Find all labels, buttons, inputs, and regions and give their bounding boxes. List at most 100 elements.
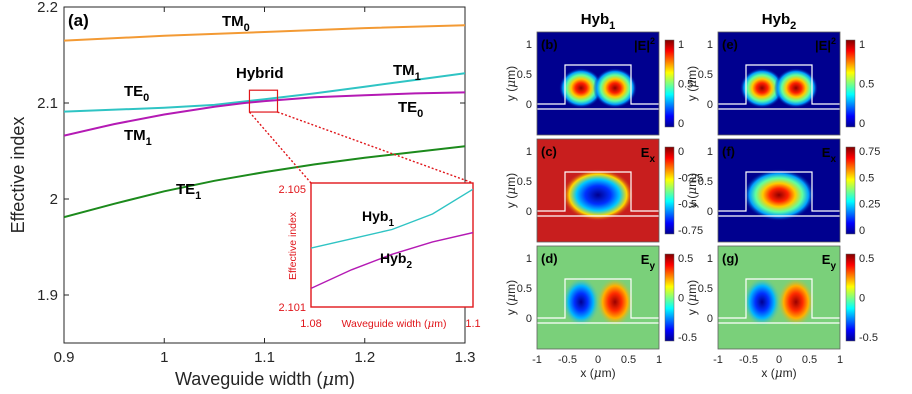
- field-map-image: [537, 246, 659, 349]
- main-ytick-label: 2.1: [37, 95, 58, 112]
- main-ytick-label: 1.9: [37, 287, 58, 304]
- field-panel-frame: [536, 245, 660, 350]
- field-lobe-right: [593, 68, 637, 108]
- field-panel-e: (e) |E|2 1 0.5 0 y (μm) 1 0.5 0: [685, 31, 874, 136]
- field-y-axis-label: y (μm): [504, 280, 518, 315]
- field-ytick-label: 1: [526, 39, 532, 51]
- field-ytick-label: 1: [707, 39, 713, 51]
- inset-ytick-top: 2.105: [278, 184, 306, 196]
- colorbar-tick-label: 0.75: [859, 146, 880, 158]
- field-panel-frame: [717, 138, 841, 243]
- field-y-axis-label: y (μm): [685, 173, 699, 208]
- field-ytick-label: 0.5: [698, 176, 713, 188]
- colorbar: [664, 39, 675, 128]
- main-ytick-label: 2.2: [37, 0, 58, 16]
- field-xtick-label: -0.5: [558, 354, 577, 366]
- panel-label: (c): [541, 144, 557, 159]
- colorbar-tick-label: 0.5: [859, 172, 874, 184]
- waveguide-outline: [537, 278, 659, 319]
- field-component-label: |E|2: [815, 36, 836, 53]
- label-TE0-right: TE0: [398, 99, 423, 120]
- colorbar: [664, 146, 675, 235]
- field-xtick-label: 1: [837, 354, 843, 366]
- waveguide-outline: [718, 171, 840, 212]
- field-panel-c: (c) Ex 1 0.5 0 y (μm) 0 -0.25 -0.5 -0.75: [504, 138, 703, 243]
- field-ytick-label: 1: [707, 253, 713, 265]
- colorbar-tick-label: 0.25: [859, 199, 880, 211]
- colorbar-tick-label: 0.5: [859, 253, 874, 265]
- field-panel-b: (b) |E|2 1 0.5 0 y (μm) 1 0.5 0: [504, 31, 693, 136]
- field-ytick-label: 0: [707, 313, 713, 325]
- field-ytick-label: 1: [707, 146, 713, 158]
- main-xtick-label: 0.9: [54, 349, 75, 366]
- inset-label-hyb1: Hyb1: [362, 208, 394, 229]
- main-xtick-label: 1.3: [455, 349, 476, 366]
- inset-xtick-right: 1.1: [465, 318, 480, 330]
- field-ytick-label: 0: [526, 206, 532, 218]
- colorbar-tick-label: 0: [678, 118, 684, 130]
- colorbar-tick-label: -0.25: [678, 172, 703, 184]
- field-lobe-positive: [596, 277, 634, 327]
- colorbar-tick-label: 1: [859, 39, 865, 51]
- field-y-axis-label: y (μm): [504, 66, 518, 101]
- field-xtick-label: 0: [776, 354, 782, 366]
- field-x-axis-label: x (μm): [580, 366, 615, 380]
- colorbar-tick-label: -0.75: [678, 225, 703, 237]
- main-x-axis-label: Waveguide width (μm): [175, 369, 355, 390]
- field-ytick-label: 0.5: [517, 69, 532, 81]
- panel-label: (e): [722, 37, 738, 52]
- colorbar-tick-label: 0: [859, 293, 865, 305]
- field-map-image: [537, 139, 659, 242]
- field-map-panels: Hyb1 Hyb2 (b) |E|210.50y (μm)10.50(c) Ex10…: [504, 11, 880, 380]
- field-lobe-positive: [777, 277, 815, 327]
- field-map-image: [718, 139, 840, 242]
- colorbar: [845, 253, 856, 342]
- label-TM1-left: TM1: [124, 127, 152, 148]
- field-xtick-label: -1: [532, 354, 542, 366]
- field-panel-frame: [536, 138, 660, 243]
- colorbar: [845, 146, 856, 235]
- hybrid-highlight-box: [248, 89, 279, 113]
- inset-label-hyb2: Hyb2: [380, 250, 412, 271]
- inset-frame: [310, 182, 474, 308]
- column-title-hyb2: Hyb2: [762, 11, 796, 32]
- field-lobe-negative: [562, 277, 600, 327]
- panel-label: (f): [722, 144, 735, 159]
- field-xtick-label: -1: [713, 354, 723, 366]
- label-TE1: TE1: [176, 181, 201, 202]
- main-series-group: [64, 24, 465, 219]
- zoom-connector-right: [277, 111, 474, 184]
- column-title-hyb1: Hyb1: [581, 11, 615, 32]
- main-xtick-label: 1: [160, 349, 168, 366]
- label-TE0-left: TE0: [124, 83, 149, 104]
- inset-x-axis-label: Waveguide width (μm): [341, 318, 446, 330]
- field-lobe-center: [743, 169, 815, 221]
- colorbar: [664, 253, 675, 342]
- field-lobe-right: [774, 68, 818, 108]
- main-xtick-label: 1.2: [354, 349, 375, 366]
- inset-y-axis-label: Effective index: [287, 211, 299, 280]
- field-y-axis-label: y (μm): [685, 66, 699, 101]
- field-xtick-label: 0: [595, 354, 601, 366]
- label-TM1-right: TM1: [393, 62, 421, 83]
- colorbar-tick-label: 1: [678, 39, 684, 51]
- series-line-TM1-TE0: [64, 91, 465, 137]
- field-xtick-label: 0.5: [621, 354, 636, 366]
- field-panel-frame: [717, 245, 841, 350]
- field-xtick-label: 0.5: [802, 354, 817, 366]
- colorbar: [845, 39, 856, 128]
- panel-label: (g): [722, 251, 739, 266]
- field-ytick-label: 1: [526, 146, 532, 158]
- inset-series-Hyb1: [311, 188, 473, 249]
- field-ytick-label: 0.5: [698, 69, 713, 81]
- colorbar-tick-label: 0: [859, 118, 865, 130]
- series-line-TE0-TM1: [64, 72, 465, 113]
- colorbar-tick-label: 0: [859, 225, 865, 237]
- panel-label: (b): [541, 37, 558, 52]
- colorbar-tick-label: 0.5: [859, 79, 874, 91]
- inset-series-group: [311, 188, 473, 290]
- inset-plot: 2.105 2.101 1.08 1.1 Waveguide width (μm…: [278, 182, 481, 330]
- series-line-TM0: [64, 24, 465, 42]
